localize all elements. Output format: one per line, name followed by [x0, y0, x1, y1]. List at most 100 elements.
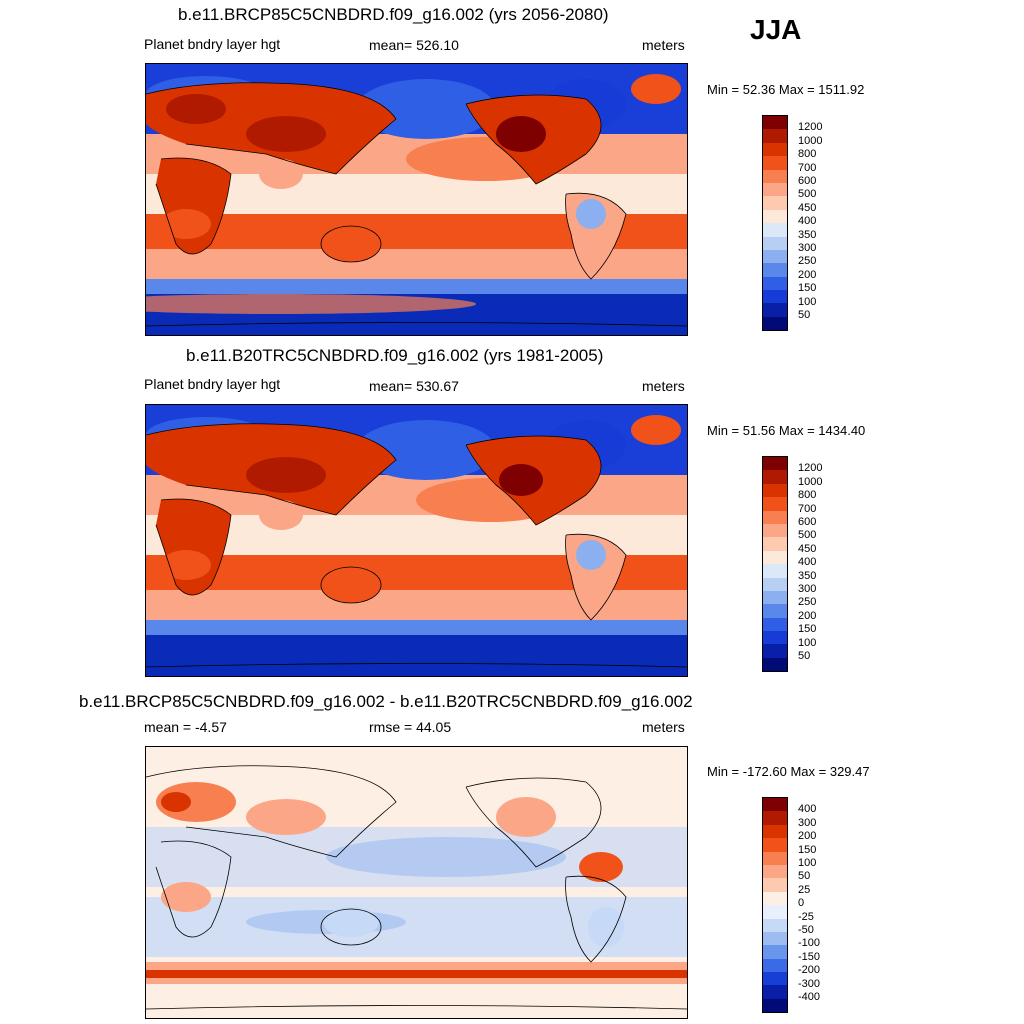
colorbar-tick-label: 700	[798, 502, 817, 515]
mean-label: mean= 530.67	[369, 378, 459, 394]
colorbar-swatch	[763, 182, 787, 197]
colorbar-swatch	[763, 290, 787, 304]
colorbar-swatch	[763, 998, 787, 1013]
colorbar-tick-label: 400	[798, 556, 817, 569]
colorbar-swatch	[763, 985, 787, 999]
colorbar-swatches	[762, 115, 788, 332]
colorbar-swatch	[763, 263, 787, 277]
map-plot	[145, 746, 688, 1019]
colorbar-swatch	[763, 116, 787, 130]
min-max-label: Min = 51.56 Max = 1434.40	[707, 423, 866, 438]
colorbar-swatch	[763, 564, 787, 578]
colorbar-tick-label: 1200	[798, 121, 823, 134]
min-max-label: Min = 52.36 Max = 1511.92	[707, 82, 865, 97]
mean-label: mean = -4.57	[144, 719, 227, 735]
colorbar-tick-label: -200	[798, 964, 821, 977]
colorbar-swatch	[763, 798, 787, 812]
colorbar-swatch	[763, 891, 787, 906]
colorbar-tick-label: -25	[798, 910, 814, 923]
colorbar-tick-label: 300	[798, 816, 817, 829]
colorbar-tick-label: 50	[798, 650, 811, 662]
season-label: JJA	[750, 14, 802, 45]
pblh-difference-map	[146, 747, 687, 1018]
colorbar-tick-label: 800	[798, 489, 817, 502]
colorbar-tick-label: -400	[798, 991, 821, 1003]
mean-label: mean= 526.10	[369, 37, 459, 53]
colorbar-tick-label: 1000	[798, 475, 823, 488]
colorbar-tick-label: 0	[798, 897, 805, 910]
colorbar-tick-label: 200	[798, 830, 817, 843]
variable-label: Planet bndry layer hgt	[144, 376, 281, 392]
colorbar-tick-label: 100	[798, 636, 817, 649]
units-label: meters	[642, 37, 685, 53]
colorbar-tick-label: 50	[798, 309, 811, 321]
pblh-map-future	[146, 64, 687, 335]
colorbar-tick-label: 350	[798, 228, 817, 241]
colorbar-swatch	[763, 316, 787, 331]
colorbar-swatch	[763, 276, 787, 291]
colorbar-tick-label: -300	[798, 977, 821, 990]
colorbar-swatch	[763, 457, 787, 471]
colorbar-swatch	[763, 196, 787, 210]
colorbar-tick-label: 800	[798, 148, 817, 161]
colorbar-swatch	[763, 249, 787, 264]
colorbar-swatch	[763, 945, 787, 959]
colorbar-tick-label: 700	[798, 161, 817, 174]
colorbar-swatch	[763, 169, 787, 183]
colorbar-swatch	[763, 864, 787, 879]
colorbar-tick-label: 300	[798, 242, 817, 254]
colorbar-swatch	[763, 470, 787, 484]
colorbar-swatch	[763, 483, 787, 498]
rmse-label: rmse = 44.05	[369, 719, 452, 735]
colorbar-tick-label: -50	[798, 924, 814, 936]
colorbar-tick-label: 400	[798, 215, 817, 228]
colorbar-swatch	[763, 577, 787, 591]
colorbar-swatch	[763, 156, 787, 170]
colorbar-tick-label: 450	[798, 542, 817, 555]
units-label: meters	[642, 378, 685, 394]
colorbar-swatch	[763, 905, 787, 919]
colorbar-tick-label: 300	[798, 583, 817, 595]
colorbar-tick-label: 100	[798, 857, 817, 869]
colorbar-tick-label: 1000	[798, 134, 823, 147]
colorbar-tick-label: 500	[798, 529, 817, 542]
colorbar-swatch	[763, 590, 787, 605]
colorbar-tick-label: 600	[798, 516, 817, 528]
colorbar-swatch	[763, 209, 787, 224]
colorbar-swatch	[763, 838, 787, 852]
colorbar-swatch	[763, 972, 787, 986]
colorbar-tick-label: 200	[798, 609, 817, 622]
pblh-map-historical	[146, 405, 687, 676]
map-plot	[145, 63, 688, 336]
colorbar-swatches	[762, 456, 788, 673]
colorbar-swatch	[763, 129, 787, 143]
units-label: meters	[642, 719, 685, 735]
colorbar-tick-label: 250	[798, 596, 817, 609]
colorbar-tick-label: 200	[798, 268, 817, 281]
colorbar-swatch	[763, 142, 787, 157]
colorbar-tick-label: 400	[798, 803, 817, 816]
colorbar-swatch	[763, 523, 787, 538]
colorbar-swatch	[763, 931, 787, 946]
colorbar-swatch	[763, 537, 787, 551]
colorbar-tick-label: 450	[798, 201, 817, 214]
colorbar-swatch	[763, 236, 787, 250]
colorbar-swatch	[763, 811, 787, 825]
colorbar-tick-label: 150	[798, 282, 817, 295]
colorbar-swatch	[763, 631, 787, 645]
colorbar-tick-label: 350	[798, 569, 817, 582]
colorbar-swatch	[763, 303, 787, 317]
colorbar-tick-label: 500	[798, 188, 817, 201]
colorbar-tick-label: -100	[798, 937, 821, 950]
colorbar-tick-label: 50	[798, 870, 811, 883]
colorbar-tick-label: 150	[798, 623, 817, 636]
colorbar-tick-label: 1200	[798, 462, 823, 475]
colorbar-tick-label: -150	[798, 950, 821, 963]
min-max-label: Min = -172.60 Max = 329.47	[707, 764, 870, 779]
colorbar-tick-label: 25	[798, 883, 811, 896]
colorbar-swatch	[763, 644, 787, 658]
colorbar-tick-label: 600	[798, 175, 817, 187]
colorbar-tick-label: 100	[798, 295, 817, 308]
colorbar-swatch	[763, 918, 787, 932]
panel-title: b.e11.BRCP85C5CNBDRD.f09_g16.002 - b.e11…	[79, 692, 693, 711]
